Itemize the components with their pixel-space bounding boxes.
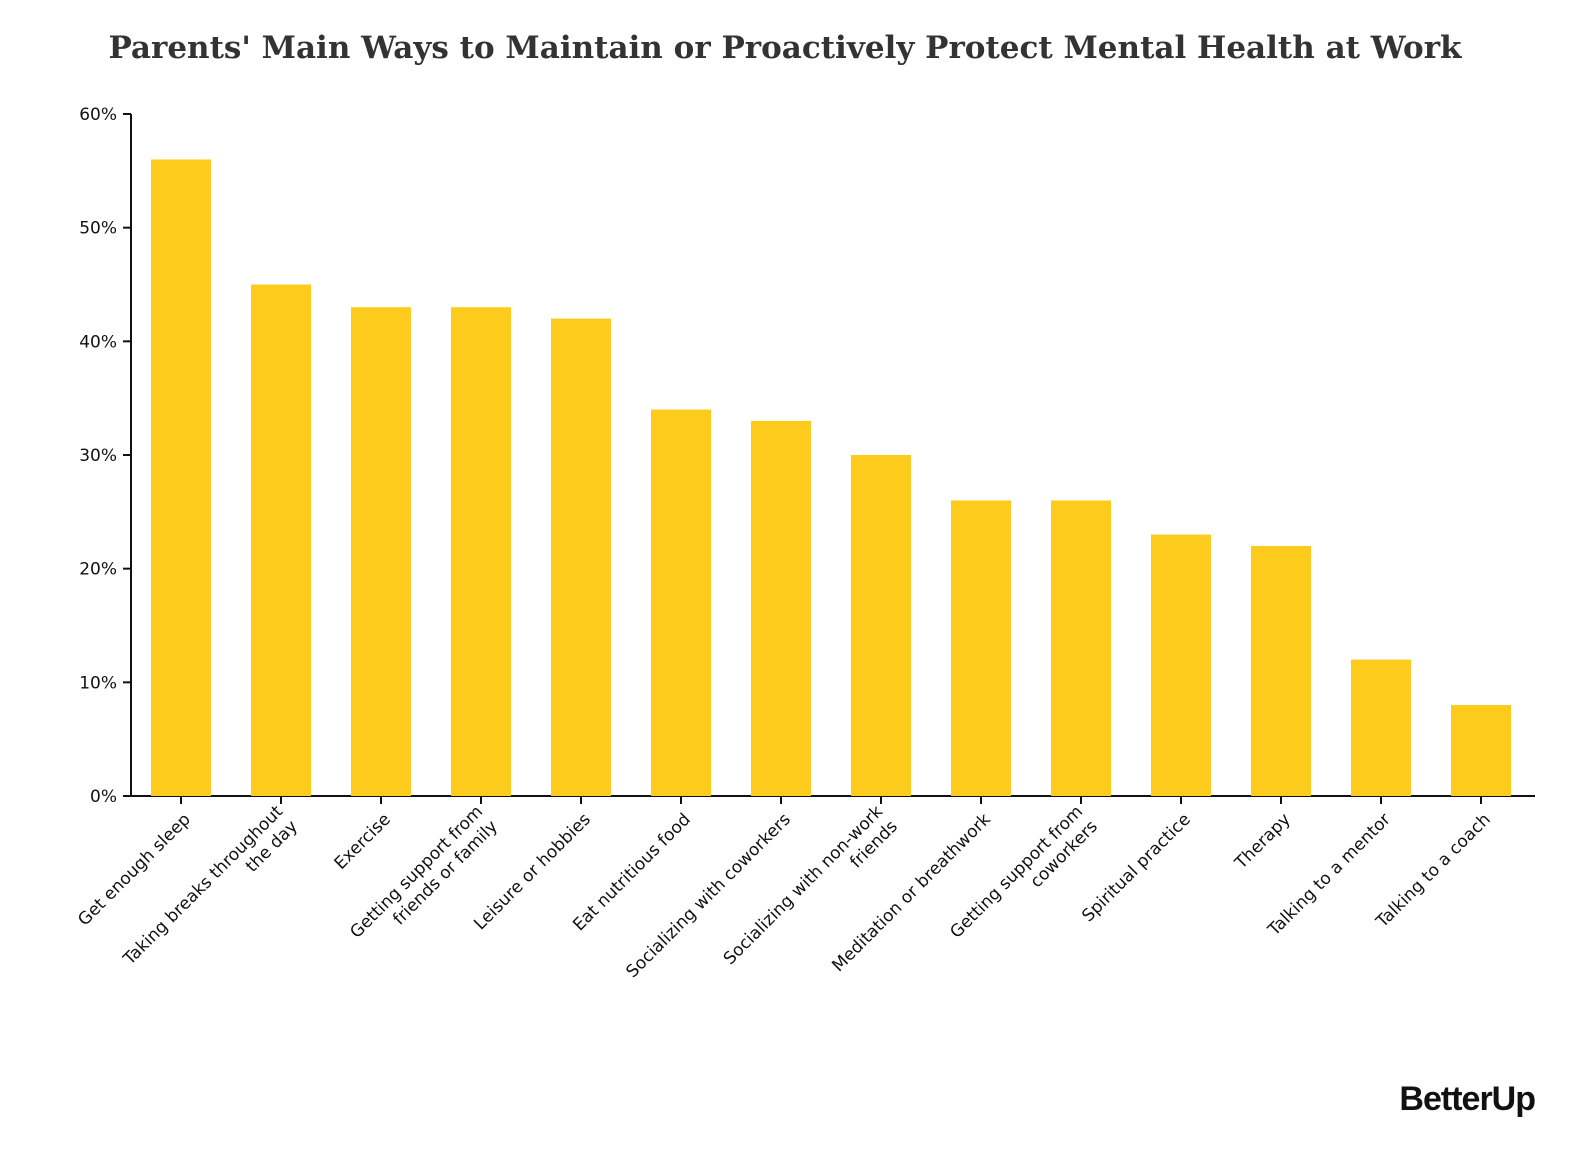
- bar: [1251, 545, 1311, 796]
- y-tick-label: 20%: [79, 560, 117, 580]
- y-tick-label: 50%: [79, 219, 117, 239]
- x-tick-label: Socializing with coworkers: [622, 810, 794, 982]
- bar: [551, 318, 611, 796]
- y-tick-label: 60%: [79, 105, 117, 125]
- bar: [651, 409, 711, 796]
- y-tick-label: 30%: [79, 446, 117, 466]
- x-tick-label-group: Exercise: [331, 810, 395, 874]
- bar: [1351, 659, 1411, 796]
- bar: [1051, 500, 1111, 796]
- x-tick-label-group: Taking breaks throughoutthe day: [119, 802, 302, 985]
- bar: [751, 420, 811, 796]
- x-tick-label: Therapy: [1231, 810, 1295, 874]
- x-tick-label-group: Socializing with coworkers: [622, 810, 794, 982]
- x-tick-label-group: Socializing with non-workfriends: [720, 802, 902, 984]
- logo: BetterUp: [1399, 1080, 1535, 1118]
- bar: [1451, 705, 1511, 796]
- y-tick-label: 0%: [90, 787, 117, 807]
- chart-title: Parents' Main Ways to Maintain or Proact…: [108, 30, 1463, 66]
- x-tick-label: Taking breaks throughoutthe day: [119, 802, 302, 985]
- bar: [451, 307, 511, 796]
- y-tick-label: 10%: [79, 673, 117, 693]
- x-tick-label: Socializing with non-workfriends: [720, 802, 902, 984]
- x-tick-label-group: Therapy: [1231, 810, 1295, 874]
- y-tick-label: 40%: [79, 332, 117, 352]
- bar: [151, 159, 211, 796]
- bar: [851, 455, 911, 796]
- bar: [351, 307, 411, 796]
- bar: [1151, 534, 1211, 796]
- bar: [951, 500, 1011, 796]
- bar: [251, 284, 311, 796]
- x-tick-label: Exercise: [331, 810, 395, 874]
